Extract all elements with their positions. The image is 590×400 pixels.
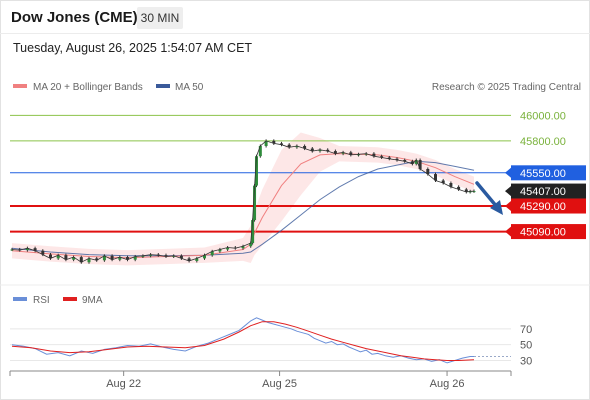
candle-body — [79, 257, 83, 263]
timestamp: Tuesday, August 26, 2025 1:54:07 AM CET — [13, 41, 253, 55]
candle-body — [87, 258, 91, 263]
level-tag-support — [511, 198, 586, 214]
candle-body — [218, 249, 222, 252]
level-tag-pointer — [505, 201, 511, 212]
candle-body — [287, 144, 291, 148]
candle-body — [33, 248, 37, 251]
candle-body — [357, 154, 360, 156]
rsi-level-label: 50 — [520, 340, 532, 352]
candle-body — [49, 254, 52, 259]
timeframe-badge[interactable]: 30 MIN — [137, 7, 183, 29]
candle-body — [410, 161, 414, 164]
level-label: 45290.00 — [520, 201, 566, 213]
candle-body — [249, 243, 253, 247]
candle-body — [126, 257, 129, 260]
candle-body — [95, 258, 99, 261]
rsi-level-label: 70 — [520, 324, 532, 336]
candle-body — [195, 258, 199, 261]
candle-body — [187, 258, 191, 261]
candle-body — [380, 156, 384, 158]
candle-body — [253, 185, 257, 221]
instrument-title: Dow Jones (CME) — [11, 9, 138, 26]
level-label: 45800.00 — [520, 136, 566, 148]
ma20-line — [11, 153, 475, 259]
rsi-ma9-line — [11, 321, 475, 361]
candle-body — [56, 255, 60, 259]
candle-body — [133, 256, 137, 260]
candle-body — [164, 255, 168, 257]
ma50-legend-label: MA 50 — [175, 82, 204, 93]
level-label: 45407.00 — [520, 186, 566, 198]
candle-body — [241, 246, 245, 249]
candle-body — [258, 145, 262, 157]
candle-body — [326, 149, 330, 152]
level-tag-pointer — [505, 186, 511, 197]
candle-body — [318, 149, 322, 152]
candle-body — [64, 255, 68, 260]
ma20-legend-label: MA 20 + Bollinger Bands — [33, 82, 143, 93]
price-line — [11, 140, 475, 263]
candle-body — [10, 249, 14, 251]
candle-body — [295, 145, 299, 148]
candle-body — [364, 153, 368, 155]
candle-body — [264, 140, 268, 146]
candle-body — [149, 254, 153, 256]
candle-body — [226, 247, 230, 250]
candle-body — [310, 148, 314, 152]
header-bar: Dow Jones (CME) 30 MIN — [0, 0, 590, 34]
rsi-line — [11, 317, 474, 364]
candle-body — [372, 153, 376, 157]
candle-body — [349, 152, 353, 155]
candle-body — [457, 186, 461, 190]
rsi-legend-label: RSI — [33, 295, 50, 306]
candle-body — [280, 143, 283, 145]
candle-body — [25, 248, 29, 251]
candle-body — [449, 183, 453, 187]
credit-text: Research © 2025 Trading Central — [432, 82, 581, 93]
candle-body — [172, 255, 176, 257]
x-tick-label: Aug 25 — [262, 378, 297, 390]
ma9-legend-label: 9MA — [82, 295, 103, 306]
candle-body — [426, 168, 430, 175]
candle-body — [254, 156, 258, 186]
level-label: 45090.00 — [520, 227, 566, 239]
candle-body — [141, 255, 145, 257]
candle-body — [203, 255, 206, 259]
candle-body — [468, 191, 472, 193]
candle-body — [72, 257, 76, 260]
level-label: 46000.00 — [520, 110, 566, 122]
x-tick-label: Aug 26 — [430, 378, 465, 390]
level-tag-pointer — [505, 167, 511, 178]
candle-body — [110, 255, 114, 260]
candle-body — [272, 140, 276, 144]
candle-body — [414, 160, 418, 164]
level-tag-last — [511, 183, 586, 199]
candle-body — [251, 220, 255, 244]
candle-body — [387, 157, 391, 159]
candle-body — [118, 257, 122, 260]
level-label: 45550.00 — [520, 168, 566, 180]
candle-body — [418, 160, 422, 169]
level-tag-pointer — [505, 226, 511, 237]
candle-body — [464, 189, 468, 192]
candle-body — [403, 160, 407, 162]
x-tick-label: Aug 22 — [106, 378, 141, 390]
rsi-level-label: 30 — [520, 356, 532, 368]
candle-body — [303, 145, 307, 149]
level-tag-support — [511, 224, 586, 240]
level-tag-pivot — [511, 165, 586, 181]
candle-body — [434, 174, 437, 181]
candle-body — [102, 255, 106, 261]
candle-body — [441, 180, 445, 184]
candle-body — [41, 250, 45, 255]
candle-body — [179, 255, 183, 259]
candle-body — [333, 151, 337, 154]
candle-body — [395, 158, 399, 161]
candle-body — [210, 251, 214, 256]
candle-body — [341, 152, 345, 154]
candle-body — [472, 191, 476, 193]
forecast-arrow — [475, 181, 503, 215]
